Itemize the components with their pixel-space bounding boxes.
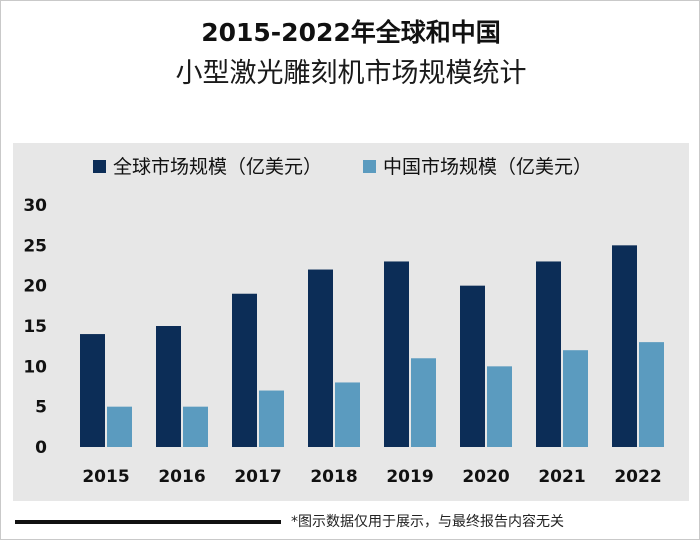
- bar-china-2020: [487, 366, 512, 447]
- x-tick-label: 2022: [614, 467, 661, 487]
- y-tick-label: 30: [23, 196, 47, 216]
- bar-global-2021: [536, 261, 561, 447]
- x-tick-label: 2016: [158, 467, 205, 487]
- title-line-1: 2015-2022年全球和中国: [201, 18, 501, 47]
- bar-china-2017: [259, 390, 284, 447]
- bar-global-2016: [156, 326, 181, 447]
- bar-global-2020: [460, 285, 485, 447]
- x-tick-label: 2018: [310, 467, 357, 487]
- bar-global-2015: [80, 334, 105, 447]
- bar-china-2015: [107, 406, 132, 447]
- bar-global-2018: [308, 269, 333, 447]
- bar-china-2019: [411, 358, 436, 447]
- y-tick-label: 15: [23, 317, 47, 337]
- bar-chart: 全球市场规模（亿美元） 中国市场规模（亿美元） 0 5 10 15 20 25 30 2015 20…: [23, 156, 664, 487]
- chart-title: 2015-2022年全球和中国 小型激光雕刻机市场规模统计: [1, 13, 700, 95]
- legend-label-2: 中国市场规模（亿美元）: [383, 156, 592, 178]
- bar-global-2017: [232, 293, 257, 447]
- bar-china-2021: [563, 350, 588, 447]
- footer-rule: [15, 520, 281, 524]
- y-tick-label: 0: [35, 438, 47, 458]
- title-line-2: 小型激光雕刻机市场规模统计: [175, 58, 527, 89]
- x-tick-label: 2017: [234, 467, 281, 487]
- y-tick-label: 10: [23, 357, 47, 377]
- x-tick-label: 2015: [82, 467, 129, 487]
- chart-area: 全球市场规模（亿美元） 中国市场规模（亿美元） 0 5 10 15 20 25 30 2015 20…: [13, 143, 689, 501]
- bar-china-2016: [183, 406, 208, 447]
- y-tick-label: 20: [23, 277, 47, 297]
- bar-china-2022: [639, 342, 664, 447]
- bar-china-2018: [335, 382, 360, 447]
- x-tick-label: 2020: [462, 467, 509, 487]
- bar-global-2022: [612, 245, 637, 447]
- legend-swatch-2: [363, 160, 376, 173]
- legend-label-1: 全球市场规模（亿美元）: [113, 156, 322, 178]
- x-tick-label: 2019: [386, 467, 433, 487]
- y-tick-label: 5: [35, 398, 47, 418]
- legend-swatch-1: [93, 160, 106, 173]
- y-tick-label: 25: [23, 236, 47, 256]
- x-tick-label: 2021: [538, 467, 585, 487]
- bar-global-2019: [384, 261, 409, 447]
- footer-note: *图示数据仅用于展示，与最终报告内容无关: [291, 514, 564, 530]
